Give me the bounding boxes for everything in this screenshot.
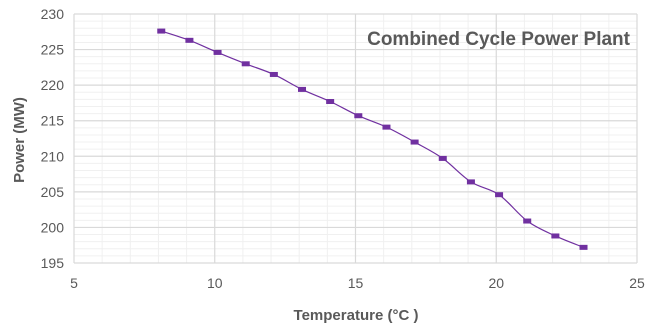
- x-tick-label: 15: [348, 275, 364, 291]
- data-point-13: [523, 218, 532, 224]
- y-tick-label: 200: [41, 219, 65, 235]
- data-point-15: [579, 244, 588, 250]
- data-point-6: [326, 99, 335, 105]
- y-tick-label: 215: [41, 113, 65, 129]
- y-axis-title: Power (MW): [11, 97, 28, 183]
- data-point-4: [269, 71, 278, 77]
- data-point-2: [213, 49, 222, 55]
- x-axis-title: Temperature (°C ): [294, 307, 419, 324]
- major-grid: [73, 13, 638, 264]
- y-tick-label: 230: [41, 6, 65, 22]
- data-point-5: [298, 86, 307, 92]
- x-tick-label: 10: [207, 275, 223, 291]
- data-point-10: [438, 155, 447, 161]
- data-point-3: [241, 61, 250, 67]
- data-point-9: [410, 139, 419, 145]
- chart-title: Combined Cycle Power Plant: [367, 29, 631, 50]
- data-point-8: [382, 124, 391, 130]
- y-tick-label: 210: [41, 148, 65, 164]
- series-markers-group: [157, 28, 588, 250]
- x-tick-label: 20: [488, 275, 504, 291]
- x-tick-labels: 5 10 15 20 25: [70, 275, 645, 291]
- data-point-1: [185, 37, 194, 43]
- x-tick-label: 25: [629, 275, 645, 291]
- series-line-0: [161, 30, 584, 248]
- data-point-11: [466, 179, 475, 185]
- data-point-12: [495, 192, 504, 198]
- y-tick-labels: 195 200 205 210 215 220 225 230: [41, 6, 65, 271]
- data-point-7: [354, 113, 363, 119]
- x-tick-label: 5: [70, 275, 78, 291]
- y-tick-label: 225: [41, 42, 65, 58]
- data-point-14: [551, 233, 560, 239]
- y-tick-label: 220: [41, 77, 65, 93]
- series-line-group: [161, 30, 584, 248]
- data-point-0: [157, 28, 166, 34]
- y-tick-label: 195: [41, 255, 65, 271]
- y-tick-label: 205: [41, 184, 65, 200]
